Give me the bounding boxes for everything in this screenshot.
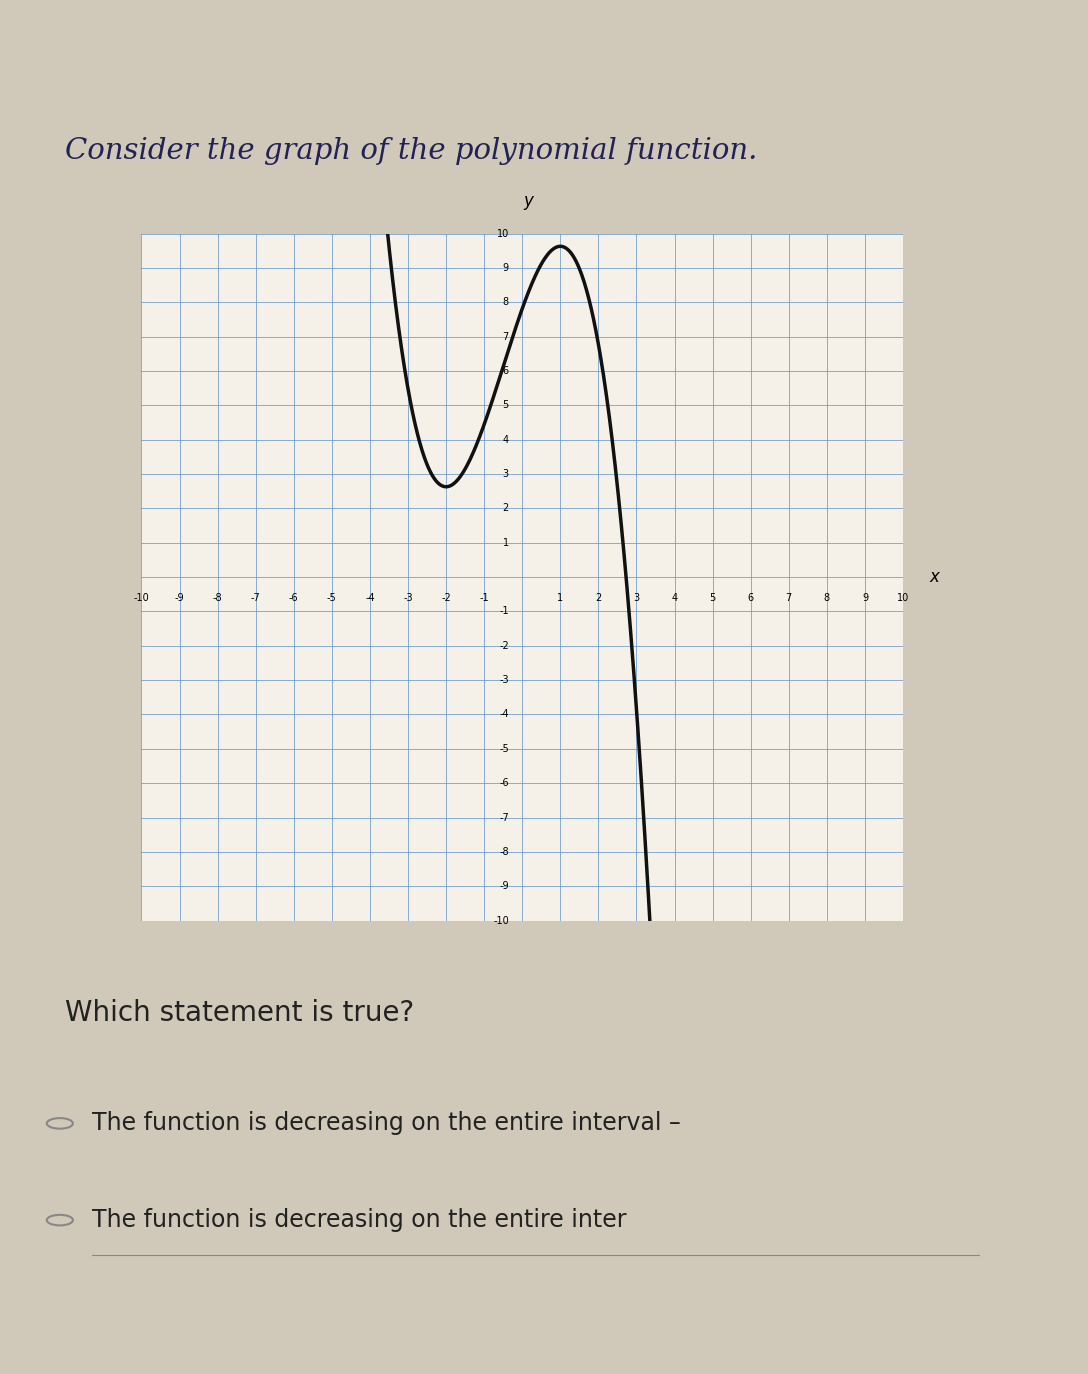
Text: 9: 9	[503, 262, 509, 273]
Text: y: y	[523, 191, 533, 209]
Text: -6: -6	[499, 778, 509, 789]
Text: -10: -10	[493, 915, 509, 926]
Text: -7: -7	[499, 812, 509, 823]
Text: 5: 5	[709, 592, 716, 603]
Text: -8: -8	[499, 846, 509, 857]
Text: 8: 8	[503, 297, 509, 308]
Text: 6: 6	[747, 592, 754, 603]
Text: 8: 8	[824, 592, 830, 603]
Text: -2: -2	[442, 592, 450, 603]
Text: -3: -3	[499, 675, 509, 686]
Text: -1: -1	[499, 606, 509, 617]
Text: 5: 5	[503, 400, 509, 411]
Text: The function is decreasing on the entire interval –: The function is decreasing on the entire…	[92, 1112, 681, 1135]
Text: 9: 9	[862, 592, 868, 603]
Text: -9: -9	[175, 592, 184, 603]
Text: 7: 7	[503, 331, 509, 342]
Text: -8: -8	[213, 592, 222, 603]
Text: 2: 2	[503, 503, 509, 514]
Text: 4: 4	[671, 592, 678, 603]
Text: -4: -4	[499, 709, 509, 720]
Text: -5: -5	[327, 592, 336, 603]
Text: -5: -5	[499, 743, 509, 754]
Text: -3: -3	[404, 592, 412, 603]
Text: 10: 10	[496, 228, 509, 239]
Text: 1: 1	[503, 537, 509, 548]
Text: 1: 1	[557, 592, 564, 603]
Text: -2: -2	[499, 640, 509, 651]
Text: -1: -1	[480, 592, 489, 603]
Text: -9: -9	[499, 881, 509, 892]
Text: 10: 10	[897, 592, 910, 603]
Text: The function is decreasing on the entire inter: The function is decreasing on the entire…	[92, 1208, 627, 1232]
Text: -7: -7	[251, 592, 260, 603]
Text: -10: -10	[134, 592, 149, 603]
Text: Consider the graph of the polynomial function.: Consider the graph of the polynomial fun…	[65, 137, 757, 165]
Text: 3: 3	[633, 592, 640, 603]
Text: -4: -4	[366, 592, 374, 603]
Text: 7: 7	[786, 592, 792, 603]
Text: Which statement is true?: Which statement is true?	[65, 999, 415, 1028]
Text: 3: 3	[503, 469, 509, 480]
Text: 2: 2	[595, 592, 602, 603]
Text: 4: 4	[503, 434, 509, 445]
Text: -6: -6	[289, 592, 298, 603]
Text: x: x	[929, 567, 940, 587]
Text: 6: 6	[503, 365, 509, 376]
